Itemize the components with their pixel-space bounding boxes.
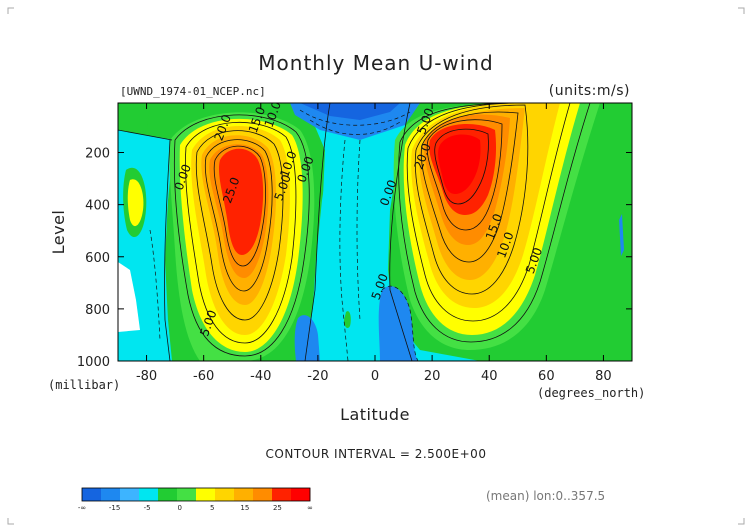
contour-interval-text: CONTOUR INTERVAL = 2.500E+00 [266,447,487,461]
colorbar-swatch [139,488,159,501]
colorbar-swatch [82,488,102,501]
colorbar-swatch [215,488,235,501]
x-tick-label: 40 [481,369,498,384]
colorbar-tick-label: 15 [240,504,249,512]
colorbar-swatch [196,488,216,501]
x-tick-label: 0 [371,369,379,384]
footnote-mean-lon: (mean) lon:0..357.5 [486,489,605,503]
colorbar-tick-label: 0 [177,504,181,512]
y-axis-units: (millibar) [48,378,120,392]
colorbar-frame [81,487,311,502]
colorbar-tick-label: ∞ [307,504,313,512]
colorbar-swatch [253,488,273,501]
contour-lines-negative [149,109,419,361]
chart-title: Monthly Mean U-wind [258,51,493,75]
y-tick-label: 400 [85,199,110,214]
x-tick-label: -20 [307,369,328,384]
colorbar-swatch [272,488,292,501]
y-axis-label: Level [49,210,68,255]
x-tick-label: -80 [136,369,157,384]
fill-green-equator-spot [344,311,351,328]
colorbar-swatch [177,488,197,501]
contour-lines-positive [173,103,591,357]
fill-yellowgreen-south-island [127,179,144,227]
x-tick-label: 60 [538,369,555,384]
colorbar-tick-label: 25 [273,504,282,512]
contour-labels: 15.020.025.010.05.000.000.0010.005.000.0… [172,103,546,338]
colorbar-swatch [101,488,121,501]
colorbar: -∞ -15 -5 0 5 15 25 ∞ [78,487,313,512]
colorbar-tick-label: 5 [210,504,214,512]
x-axis: -80 -60 -40 -20 0 20 40 60 80 [136,103,612,384]
y-tick-label: 200 [85,147,110,162]
file-label: [UWND_1974-01_NCEP.nc] [120,85,266,98]
x-tick-label: -40 [250,369,271,384]
colorbar-swatch [120,488,140,501]
colorbar-swatch [158,488,178,501]
colorbar-swatch [234,488,254,501]
fill-white-gap [118,262,140,332]
x-tick-label: -60 [193,369,214,384]
fill-blue-north-spot [619,214,624,256]
sjet-core [218,148,264,255]
units-label: (units:m/s) [549,83,630,99]
x-axis-units: (degrees_north) [537,386,645,400]
colorbar-swatch [291,488,311,501]
contour-lines-zero [118,103,413,361]
y-tick-label: 800 [85,303,110,318]
x-axis-label: Latitude [340,405,410,424]
plot-area: 15.020.025.010.05.000.000.0010.005.000.0… [118,103,632,361]
njet-core-max [438,134,481,194]
y-axis: 200 400 600 800 1000 [77,147,632,370]
crop-marks [7,7,745,525]
colorbar-tick-label: -15 [109,504,120,512]
colorbar-tick-label: -∞ [78,504,86,512]
colorbar-tick-label: -5 [144,504,151,512]
x-tick-label: 80 [595,369,612,384]
fill-blue-low-south [294,315,320,361]
x-tick-label: 20 [424,369,441,384]
y-tick-label: 1000 [77,355,110,370]
y-tick-label: 600 [85,251,110,266]
